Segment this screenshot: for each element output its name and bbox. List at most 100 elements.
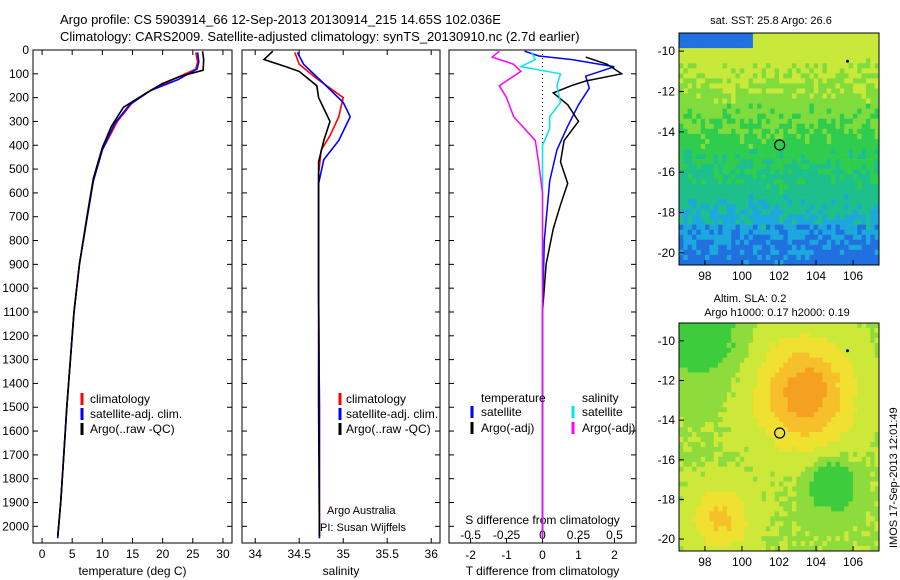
sla-map-cell (800, 323, 806, 329)
sst-map-cell (805, 128, 810, 135)
sla-map-cell (718, 501, 723, 507)
sla-map-cell (726, 392, 732, 398)
sla-map-cell (752, 362, 758, 368)
sla-map-cell (861, 546, 867, 552)
sst-map-cell (835, 199, 841, 205)
sla-map-cell (818, 536, 823, 542)
sla-map-cell (726, 451, 732, 458)
sst-map-cell (748, 179, 754, 185)
sla-map-cell (696, 481, 702, 487)
sst-map-cell (844, 113, 849, 120)
sst-map-cell (822, 58, 828, 64)
sla-map-cell (696, 387, 702, 393)
sla-map-cell (770, 536, 775, 542)
temperature-xtick-tick-label: 10 (96, 547, 110, 561)
sla-map-cell (765, 506, 771, 512)
sla-map-cell (852, 372, 858, 378)
sst-map-cell (696, 244, 702, 251)
sla-map-cell (757, 511, 762, 517)
sst-map-cell (861, 169, 867, 175)
sla-map-cell (844, 456, 849, 463)
sst-map-cell (696, 229, 702, 236)
sst-map-cell (718, 174, 723, 180)
sla-map-cell (865, 337, 871, 344)
sst-map-cell (818, 169, 823, 175)
sla-map-cell (800, 491, 806, 497)
sla-map-cell (857, 407, 862, 413)
sla-map-cell (700, 347, 706, 354)
sla-map-cell (779, 377, 784, 383)
sla-map-cell (739, 382, 745, 388)
sla-map-cell (752, 546, 758, 552)
sst-map-cell (761, 194, 767, 200)
sst-map-cell (831, 88, 836, 94)
sla-map-cell (870, 516, 875, 522)
sst-map-cell (752, 143, 758, 150)
sst-map-cell (757, 224, 762, 230)
sla-map-cell (683, 332, 688, 339)
sst-map-cell (757, 204, 762, 210)
sst-map-cell (822, 123, 828, 130)
sla-map-cell (735, 441, 741, 448)
temperature-xlabel: temperature (deg C) (78, 564, 186, 578)
sla-map-cell (779, 516, 784, 522)
sla-map-cell (848, 323, 854, 329)
sst-map-cell (744, 234, 749, 241)
sla-map-cell (826, 362, 832, 368)
sst-map-cell (718, 224, 723, 230)
sla-map-cell (852, 501, 858, 507)
sst-map-cell (748, 58, 754, 64)
sst-map-cell (709, 58, 715, 64)
sst-map-cell (822, 93, 828, 99)
sla-map-cell (731, 407, 736, 413)
sst-map-cell (792, 179, 797, 185)
sla-map-cell (683, 412, 688, 418)
sla-map-cell (826, 412, 832, 418)
sst-map-cell (713, 184, 719, 190)
sla-map-cell (805, 367, 810, 373)
sla-map-cell (779, 342, 784, 349)
sst-map-cell (744, 259, 749, 266)
sst-map-cell (874, 259, 880, 266)
sla-map-cell (848, 337, 854, 344)
sst-map-cell (861, 164, 867, 170)
sst-map-cell (839, 194, 845, 200)
S-difference-tick-label: -0.25 (493, 528, 521, 542)
sla-map-cell (787, 446, 793, 453)
sst-map-cell (731, 128, 736, 135)
sst-map-cell (744, 73, 749, 79)
sla-map-cell (713, 412, 719, 418)
sla-map-cell (687, 461, 693, 468)
sst-map-cell (765, 154, 771, 160)
sst-map-cell (848, 199, 854, 205)
sst-map-cell (757, 184, 762, 190)
sst-map-cell (813, 189, 819, 195)
sst-map-cell (826, 53, 832, 59)
sla-map-cell (818, 481, 823, 487)
sla-map-cell (726, 446, 732, 453)
sla-map-cell (787, 397, 793, 403)
sst-map-cell (839, 78, 845, 84)
sla-map-cell (835, 511, 841, 517)
sla-map-cell (739, 506, 745, 512)
sst-map-cell (718, 169, 723, 175)
sla-map-cell (865, 407, 871, 413)
sla-map-cell (700, 516, 706, 522)
sla-map-cell (831, 377, 836, 383)
sla-map-cell (713, 491, 719, 497)
sla-map-cell (770, 476, 775, 482)
sla-map-cell (874, 546, 880, 552)
sst-map-cell (770, 68, 775, 74)
sst-map-cell (844, 159, 849, 165)
sla-map-cell (765, 352, 771, 358)
sst-map-cell (857, 199, 862, 205)
sla-map-cell (692, 347, 697, 354)
sst-map-cell (679, 234, 684, 241)
sla-map-cell (757, 531, 762, 537)
sst-map-cell (705, 43, 710, 49)
sst-map-cell (874, 63, 880, 69)
sla-map-cell (844, 531, 849, 537)
sst-map-cell (735, 184, 741, 190)
sst-map-cell (792, 259, 797, 266)
sla-map-cell (687, 446, 693, 453)
